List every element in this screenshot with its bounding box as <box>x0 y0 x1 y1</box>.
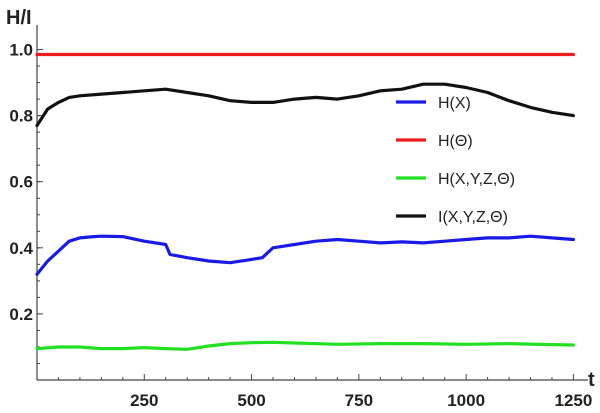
series-line <box>35 82 576 128</box>
y-tick-label: 0.8 <box>9 107 33 126</box>
y-tick-label: 0.6 <box>9 173 33 192</box>
x-tick-label: 1250 <box>555 391 593 410</box>
x-tick-label: 250 <box>130 391 158 410</box>
x-tick-label: 1000 <box>447 391 485 410</box>
legend: H(X) H(Θ) H(X,Y,Z,Θ) I(X,Y,Z,Θ) <box>396 95 515 226</box>
x-tick-label: 750 <box>345 391 373 410</box>
y-axis-title: H/I <box>6 7 32 29</box>
series-layer <box>35 52 576 351</box>
axes: 0.2 0.4 0.6 0.8 1.0 250 500 750 1000 1250 <box>9 25 592 410</box>
x-axis-title: t <box>588 369 595 391</box>
legend-label: I(X,Y,Z,Θ) <box>438 209 508 226</box>
series-line <box>35 340 576 351</box>
series-line <box>35 234 576 276</box>
y-tick-label: 0.2 <box>9 305 33 324</box>
x-tick-label: 500 <box>237 391 265 410</box>
y-tick-label: 1.0 <box>9 41 33 60</box>
legend-label: H(X,Y,Z,Θ) <box>438 171 515 188</box>
legend-label: H(X) <box>438 95 471 112</box>
y-tick-label: 0.4 <box>9 239 33 258</box>
legend-label: H(Θ) <box>438 133 473 150</box>
